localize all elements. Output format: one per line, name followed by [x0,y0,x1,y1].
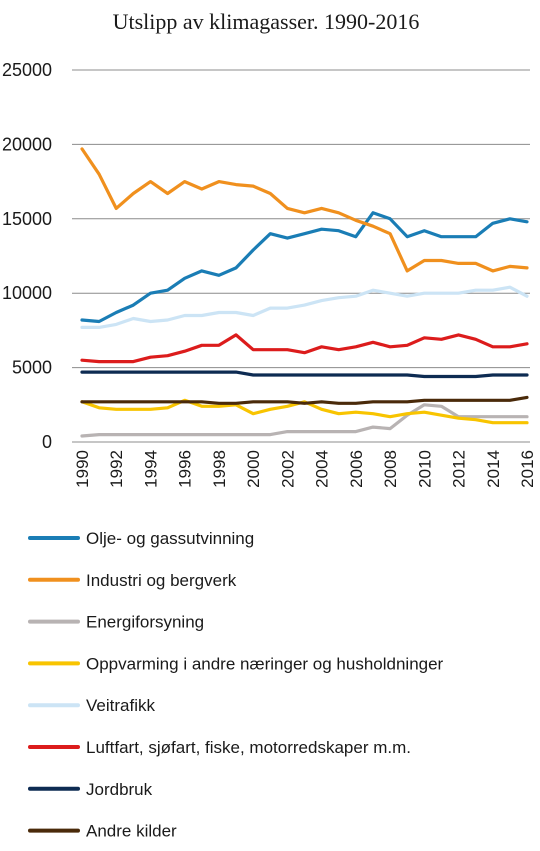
series-line-8 [80,395,529,405]
legend-label: Andre kilder [86,822,177,841]
legend-item: Energiforsyning [28,613,204,632]
y-tick-label: 10000 [2,283,52,303]
x-tick-label: 1990 [73,450,92,488]
y-tick-label: 15000 [2,209,52,229]
legend-item: Industri og bergverk [28,571,237,590]
legend: Olje- og gassutvinning Industri og bergve… [28,529,444,841]
series-line-1 [80,211,529,324]
x-tick-label: 1992 [107,450,126,488]
legend-item: Veitrafikk [28,696,155,715]
x-tick-label: 1998 [210,450,229,488]
legend-item: Luftfart, sjøfart, fiske, motorredskaper… [28,738,411,757]
series-line-3 [80,403,529,438]
legend-item: Andre kilder [28,822,177,841]
series-line-2 [80,147,529,273]
x-tick-label: 2006 [347,450,366,488]
x-tick-label: 2014 [484,450,503,488]
x-tick-label: 2012 [450,450,469,488]
legend-item: Jordbruk [28,780,153,799]
legend-label: Industri og bergverk [86,571,237,590]
gridlines [72,69,530,443]
legend-label: Jordbruk [86,780,153,799]
chart-title: Utslipp av klimagasser. 1990-2016 [113,9,420,34]
series-lines [80,147,529,438]
y-tick-label: 25000 [2,60,52,80]
x-tick-label: 2002 [278,450,297,488]
legend-label: Luftfart, sjøfart, fiske, motorredskaper… [86,738,411,757]
x-tick-label: 2000 [244,450,263,488]
series-line-6 [80,333,529,364]
y-tick-label: 0 [42,432,52,452]
x-tick-label: 2016 [518,450,537,488]
x-tick-label: 2008 [381,450,400,488]
x-tick-label: 1994 [141,450,160,488]
series-line-7 [80,370,529,379]
x-tick-label: 2004 [313,450,332,488]
legend-label: Olje- og gassutvinning [86,529,254,548]
legend-label: Energiforsyning [86,613,204,632]
y-tick-label: 20000 [2,134,52,154]
legend-item: Olje- og gassutvinning [28,529,254,548]
y-tick-label: 5000 [12,358,52,378]
y-axis-ticks: 0 5000 10000 15000 20000 25000 [2,60,52,452]
x-axis-ticks: 1990 1992 1994 1996 1998 2000 2002 2004 2006 2008… [73,450,537,488]
legend-item: Oppvarming i andre næringer og husholdni… [28,654,444,673]
legend-label: Veitrafikk [86,696,155,715]
x-tick-label: 2010 [415,450,434,488]
legend-label: Oppvarming i andre næringer og husholdni… [86,654,444,673]
series-line-5 [80,285,529,329]
x-tick-label: 1996 [176,450,195,488]
